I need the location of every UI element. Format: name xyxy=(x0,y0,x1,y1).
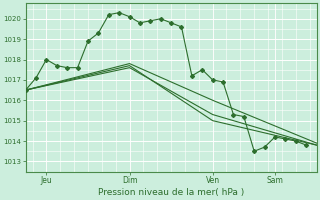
X-axis label: Pression niveau de la mer( hPa ): Pression niveau de la mer( hPa ) xyxy=(98,188,244,197)
